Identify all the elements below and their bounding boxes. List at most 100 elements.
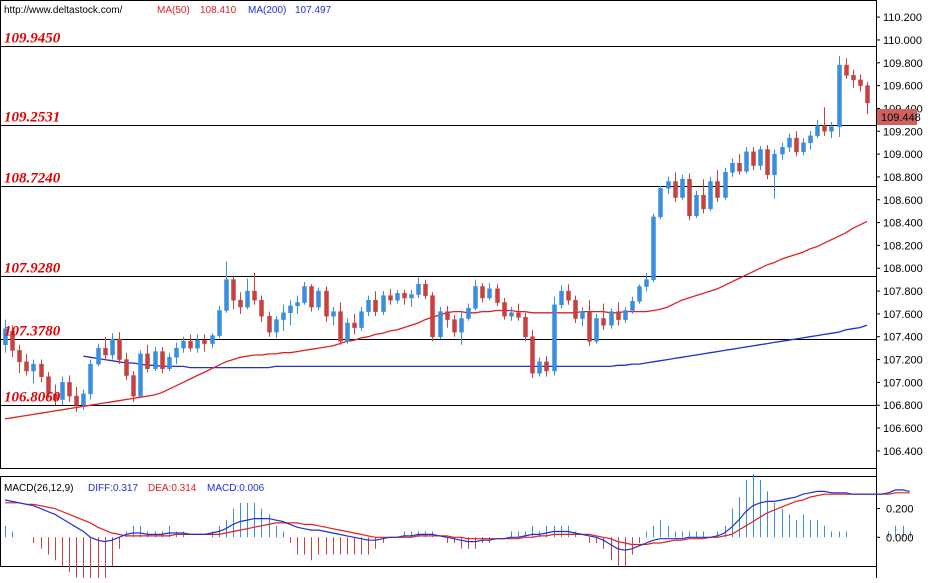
candle-body: [210, 335, 215, 344]
ma50-value: 108.410: [200, 5, 237, 16]
candle-body: [153, 351, 158, 369]
candle: [409, 289, 414, 308]
level-label: 109.9450: [4, 31, 61, 47]
candle-body: [231, 279, 236, 301]
candle-body: [316, 290, 321, 308]
last-price-text: 109.448: [881, 112, 921, 124]
macd-diff-value: DIFF:0.317: [88, 483, 138, 494]
candle-body: [466, 307, 471, 319]
candle-body: [537, 361, 542, 374]
candle: [195, 334, 200, 353]
candle: [865, 82, 870, 115]
candle: [381, 291, 386, 316]
candle: [452, 315, 457, 337]
candle-body: [644, 279, 649, 287]
candle: [673, 172, 678, 203]
candle-body: [794, 137, 799, 153]
candle-body: [124, 359, 129, 376]
candle-body: [88, 363, 93, 395]
candle-body: [744, 151, 749, 172]
macd-title: MACD(26,12,9): [4, 483, 73, 494]
candle-body: [110, 338, 115, 356]
candle-body: [160, 351, 165, 369]
last-price-tag: [877, 109, 917, 125]
candle: [46, 372, 51, 399]
candle: [701, 179, 706, 214]
candle: [794, 131, 799, 157]
candle-body: [252, 290, 257, 301]
candle-body: [851, 75, 856, 81]
candle: [181, 336, 186, 353]
candle-body: [509, 312, 514, 317]
candle-body: [181, 341, 186, 349]
candle: [88, 359, 93, 400]
candle: [765, 144, 770, 180]
candle-body: [395, 293, 400, 301]
candle: [238, 292, 243, 314]
candle: [3, 319, 8, 353]
candle: [530, 329, 535, 378]
macd-indicator: [4, 474, 911, 583]
candle-body: [480, 286, 485, 299]
candle-body: [737, 162, 742, 172]
candle: [780, 142, 785, 160]
candle: [131, 370, 136, 402]
candle: [402, 289, 407, 305]
candle-body: [67, 382, 72, 397]
candle: [858, 74, 863, 92]
candle: [96, 343, 101, 367]
candle-body: [815, 125, 820, 137]
candle: [53, 384, 58, 406]
candle-body: [267, 315, 272, 333]
candle: [480, 283, 485, 303]
candle-body: [338, 311, 343, 342]
candle: [787, 133, 792, 152]
candle: [188, 334, 193, 352]
candle-body: [288, 305, 293, 314]
candle: [445, 305, 450, 328]
price-tick-label: 109.000: [883, 149, 923, 161]
candle: [338, 302, 343, 345]
candle-body: [281, 312, 286, 320]
level-label: 108.7240: [4, 171, 61, 187]
candle-body: [174, 347, 179, 358]
candle-body: [530, 336, 535, 374]
candle: [516, 303, 521, 321]
candle: [302, 281, 307, 305]
candle: [430, 292, 435, 342]
candle: [666, 176, 671, 195]
candle: [359, 307, 364, 332]
candle-body: [580, 311, 585, 319]
candle: [837, 55, 842, 137]
candle-body: [858, 79, 863, 86]
candle: [17, 344, 22, 374]
source-url[interactable]: http://www.deltastock.com/: [4, 5, 123, 16]
candle: [594, 313, 599, 344]
candle: [10, 325, 15, 358]
candle: [658, 186, 663, 220]
candle-body: [772, 153, 777, 175]
candle-body: [601, 318, 606, 326]
candle-body: [844, 64, 849, 76]
candle: [495, 284, 500, 306]
candle-body: [373, 299, 378, 312]
candle: [39, 359, 44, 383]
candle: [438, 307, 443, 340]
candle-body: [416, 283, 421, 295]
macd-tick-label: 0.200: [886, 504, 914, 516]
candle: [67, 375, 72, 402]
candle: [509, 307, 514, 321]
macd-tick-label: 0.000: [886, 532, 914, 544]
candle-body: [658, 188, 663, 218]
candle: [552, 296, 557, 376]
candle-body: [708, 181, 713, 210]
price-tick-label: 106.400: [883, 446, 923, 458]
candle: [324, 286, 329, 322]
candle: [609, 308, 614, 329]
candle-body: [331, 311, 336, 317]
candle-body: [409, 294, 414, 299]
candle: [345, 318, 350, 344]
candle-body: [666, 181, 671, 189]
candle-body: [53, 393, 58, 400]
candle-body: [3, 328, 8, 345]
